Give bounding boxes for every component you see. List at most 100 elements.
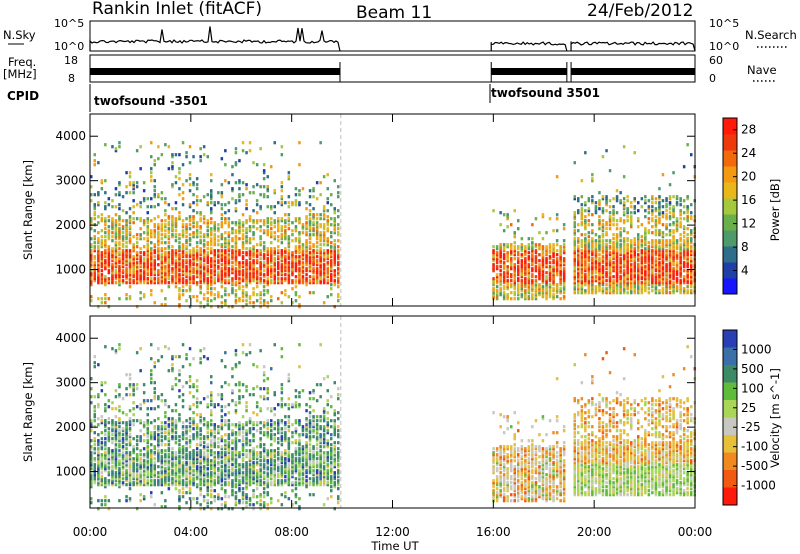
power-cell bbox=[202, 297, 206, 301]
velocity-cell bbox=[142, 391, 146, 395]
velocity-cell bbox=[114, 351, 118, 355]
power-cell bbox=[160, 249, 164, 253]
power-cell bbox=[322, 267, 326, 271]
power-cell bbox=[502, 263, 506, 267]
power-cell bbox=[562, 277, 566, 281]
power-cell bbox=[682, 277, 686, 281]
power-cell bbox=[128, 255, 132, 259]
velocity-cell bbox=[174, 421, 178, 425]
power-cell bbox=[562, 269, 566, 273]
power-cell bbox=[262, 269, 266, 273]
power-cell bbox=[284, 269, 287, 273]
power-cell bbox=[181, 293, 185, 297]
power-cell bbox=[160, 269, 164, 273]
velocity-cell bbox=[125, 427, 128, 431]
power-cell bbox=[690, 271, 693, 275]
power-cell bbox=[531, 293, 534, 297]
power-cell bbox=[675, 257, 679, 261]
power-cell bbox=[90, 271, 93, 275]
power-cell bbox=[584, 253, 587, 257]
power-cell bbox=[337, 239, 340, 243]
velocity-cell bbox=[135, 453, 139, 457]
power-cell bbox=[633, 241, 636, 245]
power-cell bbox=[220, 285, 224, 289]
power-cell bbox=[333, 263, 336, 267]
power-cell bbox=[206, 299, 209, 303]
power-cell bbox=[330, 245, 333, 249]
velocity-cell bbox=[150, 449, 153, 453]
power-cell bbox=[612, 251, 615, 255]
power-cell bbox=[210, 191, 213, 195]
power-cell bbox=[492, 265, 495, 269]
power-cell bbox=[93, 245, 96, 249]
velocity-cell bbox=[135, 483, 139, 487]
power-cell bbox=[188, 239, 192, 243]
velocity-cell bbox=[107, 499, 111, 503]
power-cell bbox=[598, 269, 601, 273]
power-cell bbox=[270, 265, 273, 269]
power-cell bbox=[294, 291, 298, 295]
velocity-cell bbox=[146, 449, 149, 453]
power-cell bbox=[330, 273, 333, 277]
power-cell bbox=[217, 305, 220, 309]
power-cell bbox=[164, 197, 167, 201]
velocity-cell bbox=[160, 429, 164, 433]
power-cell bbox=[555, 271, 559, 275]
power-cell bbox=[665, 249, 668, 253]
power-cell bbox=[164, 271, 167, 275]
power-cell bbox=[181, 229, 185, 233]
noise-left-tick-top: 10^5 bbox=[54, 17, 84, 30]
power-cell bbox=[291, 257, 294, 261]
power-cell bbox=[146, 247, 149, 251]
power-cell bbox=[171, 223, 174, 227]
velocity-cell bbox=[174, 455, 178, 459]
velocity-cell bbox=[100, 437, 104, 441]
power-cell bbox=[185, 229, 188, 233]
power-cell bbox=[577, 277, 580, 281]
velocity-cell bbox=[128, 429, 132, 433]
power-cell bbox=[608, 239, 612, 243]
power-cell bbox=[315, 249, 319, 253]
power-cell bbox=[686, 209, 689, 213]
velocity-cell bbox=[160, 425, 164, 429]
power-cell bbox=[605, 249, 608, 253]
power-cell bbox=[668, 265, 672, 269]
power-cell bbox=[192, 249, 195, 253]
velocity-cell bbox=[100, 471, 104, 475]
velocity-cell bbox=[104, 461, 107, 465]
power-cell bbox=[322, 251, 326, 255]
power-cell bbox=[291, 253, 294, 257]
velocity-cell bbox=[111, 453, 114, 457]
power-cell bbox=[661, 223, 665, 227]
power-cell bbox=[675, 253, 679, 257]
power-cell bbox=[594, 211, 598, 215]
velocity-cell bbox=[164, 443, 167, 447]
power-cell bbox=[598, 249, 601, 253]
power-cell bbox=[238, 159, 241, 163]
power-cell bbox=[100, 251, 104, 255]
power-cell bbox=[114, 281, 118, 285]
power-cell bbox=[231, 265, 234, 269]
power-cell bbox=[333, 225, 336, 229]
power-cell bbox=[90, 255, 93, 259]
velocity-cell bbox=[188, 451, 192, 455]
power-cell bbox=[337, 261, 340, 265]
power-cell bbox=[100, 239, 104, 243]
power-cell bbox=[591, 289, 594, 293]
power-cell bbox=[132, 257, 135, 261]
velocity-cell bbox=[128, 385, 132, 389]
power-cell bbox=[128, 219, 132, 223]
power-cell bbox=[178, 215, 181, 219]
velocity-cell bbox=[104, 469, 107, 473]
power-cell bbox=[188, 279, 192, 283]
velocity-cell bbox=[185, 471, 188, 475]
power-cell bbox=[690, 275, 693, 279]
velocity-cell bbox=[174, 473, 178, 477]
power-cell bbox=[305, 231, 308, 235]
power-cell bbox=[545, 285, 548, 289]
velocity-cell bbox=[97, 475, 100, 479]
power-cell bbox=[305, 201, 308, 205]
power-cell bbox=[160, 237, 164, 241]
power-cell bbox=[294, 247, 298, 251]
power-cell bbox=[322, 209, 326, 213]
